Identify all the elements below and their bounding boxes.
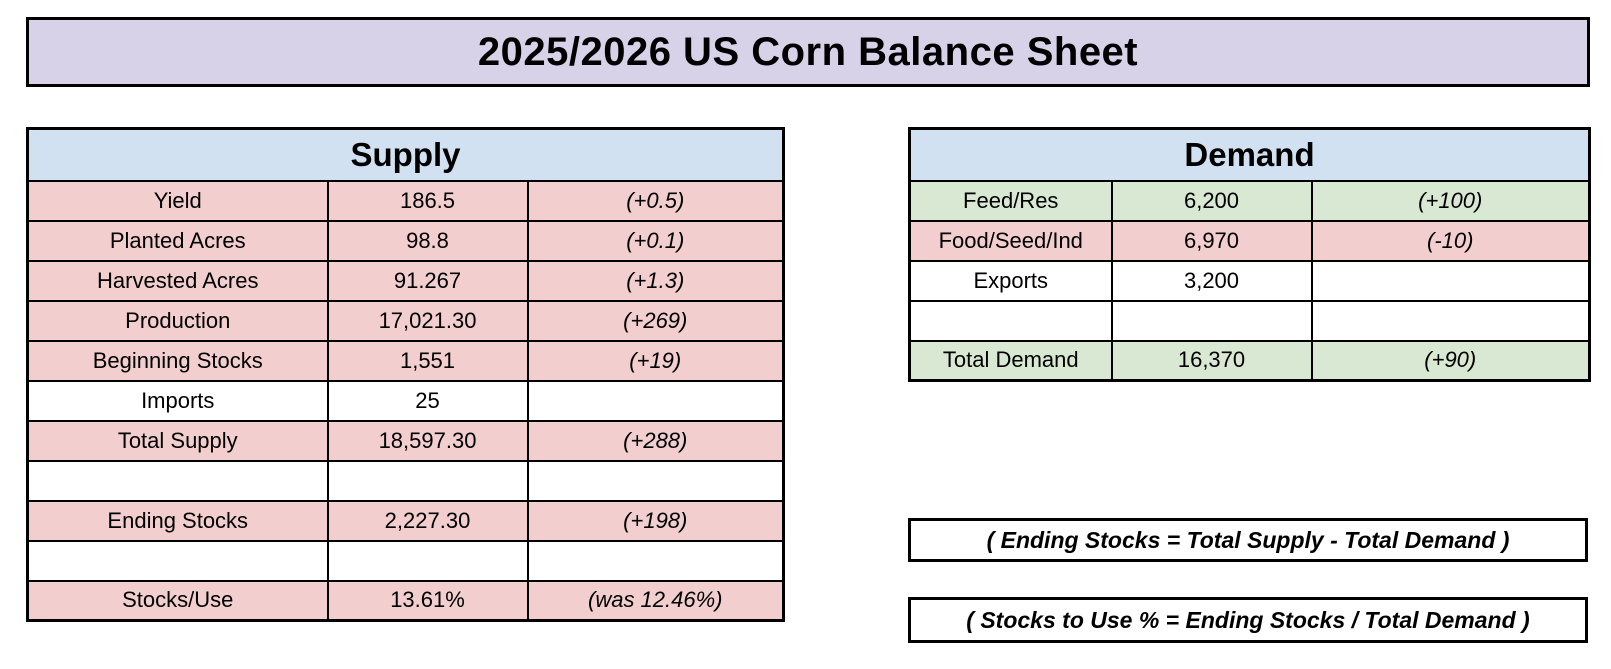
yield-label-cell[interactable]: Yield — [26, 179, 329, 222]
spacer-label-cell[interactable] — [26, 539, 329, 582]
total-demand-label-cell[interactable]: Total Demand — [908, 339, 1113, 382]
total-supply-change-cell[interactable]: (+288) — [526, 419, 785, 462]
demand-table: Demand Feed/Res 6,200 (+100) Food/Seed/I… — [908, 127, 1592, 382]
demand-header-row: Demand — [908, 127, 1591, 182]
supply-row-yield: Yield 186.5 (+0.5) — [26, 179, 785, 222]
spacer-value-cell[interactable] — [1110, 299, 1313, 342]
spacer-label-cell[interactable] — [908, 299, 1113, 342]
supply-row-ending-stocks: Ending Stocks 2,227.30 (+198) — [26, 499, 785, 542]
spacer-value-cell[interactable] — [326, 459, 529, 502]
total-supply-value-cell[interactable]: 18,597.30 — [326, 419, 529, 462]
feed-res-change-cell[interactable]: (+100) — [1310, 179, 1591, 222]
stocks-to-use-formula-note: ( Stocks to Use % = Ending Stocks / Tota… — [908, 597, 1588, 643]
food-seed-ind-change-cell[interactable]: (-10) — [1310, 219, 1591, 262]
ending-stocks-label-cell[interactable]: Ending Stocks — [26, 499, 329, 542]
supply-row-spacer-2 — [26, 539, 785, 582]
supply-header-row: Supply — [26, 127, 785, 182]
stocks-use-value-cell[interactable]: 13.61% — [326, 579, 529, 622]
demand-row-food-seed-ind: Food/Seed/Ind 6,970 (-10) — [908, 219, 1591, 262]
spacer-label-cell[interactable] — [26, 459, 329, 502]
page-title-text: 2025/2026 US Corn Balance Sheet — [477, 29, 1139, 74]
stocks-use-label-cell[interactable]: Stocks/Use — [26, 579, 329, 622]
imports-value-cell[interactable]: 25 — [326, 379, 529, 422]
imports-label-cell[interactable]: Imports — [26, 379, 329, 422]
spacer-change-cell[interactable] — [526, 459, 785, 502]
total-demand-change-cell[interactable]: (+90) — [1310, 339, 1591, 382]
demand-section-header: Demand — [908, 127, 1591, 182]
ending-stocks-formula-text: ( Ending Stocks = Total Supply - Total D… — [986, 526, 1510, 553]
beginning-stocks-change-cell[interactable]: (+19) — [526, 339, 785, 382]
page-title: 2025/2026 US Corn Balance Sheet — [26, 17, 1590, 87]
demand-row-spacer-1 — [908, 299, 1591, 342]
feed-res-value-cell[interactable]: 6,200 — [1110, 179, 1313, 222]
food-seed-ind-label-cell[interactable]: Food/Seed/Ind — [908, 219, 1113, 262]
production-change-cell[interactable]: (+269) — [526, 299, 785, 342]
supply-row-spacer-1 — [26, 459, 785, 502]
spacer-change-cell[interactable] — [1310, 299, 1591, 342]
beginning-stocks-value-cell[interactable]: 1,551 — [326, 339, 529, 382]
ending-stocks-value-cell[interactable]: 2,227.30 — [326, 499, 529, 542]
yield-value-cell[interactable]: 186.5 — [326, 179, 529, 222]
ending-stocks-change-cell[interactable]: (+198) — [526, 499, 785, 542]
exports-value-cell[interactable]: 3,200 — [1110, 259, 1313, 302]
total-supply-label-cell[interactable]: Total Supply — [26, 419, 329, 462]
spacer-change-cell[interactable] — [526, 539, 785, 582]
supply-table: Supply Yield 186.5 (+0.5) Planted Acres … — [26, 127, 786, 622]
supply-row-planted-acres: Planted Acres 98.8 (+0.1) — [26, 219, 785, 262]
harvested-acres-label-cell[interactable]: Harvested Acres — [26, 259, 329, 302]
stocks-use-change-cell[interactable]: (was 12.46%) — [526, 579, 785, 622]
exports-label-cell[interactable]: Exports — [908, 259, 1113, 302]
supply-row-imports: Imports 25 — [26, 379, 785, 422]
supply-row-beginning-stocks: Beginning Stocks 1,551 (+19) — [26, 339, 785, 382]
exports-change-cell[interactable] — [1310, 259, 1591, 302]
beginning-stocks-label-cell[interactable]: Beginning Stocks — [26, 339, 329, 382]
feed-res-label-cell[interactable]: Feed/Res — [908, 179, 1113, 222]
supply-row-total-supply: Total Supply 18,597.30 (+288) — [26, 419, 785, 462]
ending-stocks-formula-note: ( Ending Stocks = Total Supply - Total D… — [908, 518, 1588, 562]
spacer-value-cell[interactable] — [326, 539, 529, 582]
imports-change-cell[interactable] — [526, 379, 785, 422]
harvested-acres-change-cell[interactable]: (+1.3) — [526, 259, 785, 302]
supply-section-header: Supply — [26, 127, 785, 182]
production-value-cell[interactable]: 17,021.30 — [326, 299, 529, 342]
supply-row-stocks-use: Stocks/Use 13.61% (was 12.46%) — [26, 579, 785, 622]
demand-row-exports: Exports 3,200 — [908, 259, 1591, 302]
demand-row-total-demand: Total Demand 16,370 (+90) — [908, 339, 1591, 382]
production-label-cell[interactable]: Production — [26, 299, 329, 342]
supply-row-harvested-acres: Harvested Acres 91.267 (+1.3) — [26, 259, 785, 302]
food-seed-ind-value-cell[interactable]: 6,970 — [1110, 219, 1313, 262]
supply-row-production: Production 17,021.30 (+269) — [26, 299, 785, 342]
stocks-to-use-formula-text: ( Stocks to Use % = Ending Stocks / Tota… — [966, 606, 1530, 633]
planted-acres-value-cell[interactable]: 98.8 — [326, 219, 529, 262]
total-demand-value-cell[interactable]: 16,370 — [1110, 339, 1313, 382]
planted-acres-label-cell[interactable]: Planted Acres — [26, 219, 329, 262]
harvested-acres-value-cell[interactable]: 91.267 — [326, 259, 529, 302]
demand-row-feed-res: Feed/Res 6,200 (+100) — [908, 179, 1591, 222]
planted-acres-change-cell[interactable]: (+0.1) — [526, 219, 785, 262]
yield-change-cell[interactable]: (+0.5) — [526, 179, 785, 222]
